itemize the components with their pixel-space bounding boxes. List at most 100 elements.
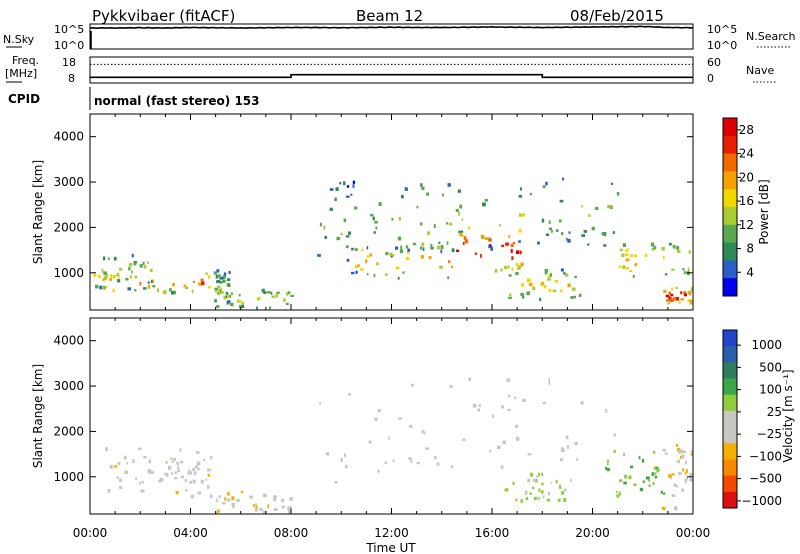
- velocity-cell: [436, 462, 440, 466]
- velocity-cell: [240, 490, 244, 494]
- velocity-cell: [525, 497, 529, 500]
- velocity-panel: 1000 2000 3000 4000 Slant Range [km] 1000 50…: [31, 317, 795, 515]
- nsearch-label: N.Search: [746, 30, 796, 43]
- power-cell: [516, 250, 520, 254]
- power-cell: [139, 282, 142, 286]
- velocity-cell: [516, 436, 520, 441]
- velocity-cell: [132, 459, 135, 464]
- velocity-cell: [561, 447, 564, 450]
- velocity-cell: [255, 505, 258, 509]
- velocity-cell: [662, 448, 667, 452]
- velocity-cell: [281, 505, 285, 509]
- velocity-cell: [176, 467, 180, 470]
- velocity-cell: [207, 468, 211, 472]
- velocity-cell: [273, 508, 278, 511]
- velocity-cell: [642, 480, 645, 484]
- power-cell: [427, 231, 431, 235]
- velocity-cell: [184, 479, 187, 483]
- power-cell: [668, 242, 672, 246]
- power-cell: [231, 292, 233, 295]
- velocity-cell: [140, 489, 144, 493]
- velocity-cell: [555, 479, 558, 484]
- power-cell: [462, 241, 465, 246]
- power-cell: [480, 253, 482, 258]
- power-cell: [366, 255, 370, 258]
- power-cell: [665, 299, 669, 302]
- velocity-cell: [164, 472, 167, 476]
- x-tick-label: 12:00: [374, 526, 409, 540]
- velocity-cell: [262, 510, 266, 514]
- velocity-cell: [566, 445, 569, 449]
- power-cell: [261, 288, 265, 293]
- y-tick-label: 3000: [53, 175, 84, 189]
- velocity-cell: [180, 460, 184, 464]
- power-cell: [676, 245, 680, 250]
- velocity-cell: [254, 503, 258, 507]
- power-cell: [112, 275, 116, 279]
- power-cell: [545, 181, 548, 186]
- power-cell: [671, 268, 675, 271]
- velocity-cell: [651, 472, 655, 476]
- power-cell: [407, 248, 411, 252]
- power-axes: 1000 2000 3000 4000: [53, 114, 694, 310]
- velocity-cell: [618, 491, 621, 496]
- velocity-cell: [124, 470, 128, 475]
- nsky-panel: N.Sky 10^5 10^0 10^5 10^0 N.Search: [3, 23, 796, 52]
- velocity-cell: [118, 486, 123, 489]
- velocity-cell: [541, 472, 544, 476]
- power-cell: [484, 199, 488, 202]
- colorbar-tick-label: 28: [739, 123, 754, 137]
- power-cell: [621, 253, 625, 257]
- power-cell: [519, 187, 522, 191]
- power-cell: [401, 194, 404, 199]
- power-cell: [520, 262, 524, 267]
- velocity-cell: [116, 476, 119, 479]
- power-cell: [335, 187, 339, 191]
- power-cell: [460, 230, 464, 233]
- power-cell: [548, 220, 551, 225]
- power-cell: [400, 245, 403, 250]
- power-cell: [467, 226, 471, 230]
- velocity-cell: [218, 509, 221, 512]
- x-tick-label: 00:00: [676, 526, 711, 540]
- power-cell: [571, 287, 576, 291]
- velocity-cell: [561, 448, 565, 453]
- power-cell: [198, 282, 202, 286]
- velocity-cell: [624, 474, 627, 479]
- power-cell: [489, 244, 491, 247]
- velocity-cell: [684, 472, 687, 475]
- power-cell: [239, 300, 242, 303]
- power-cell: [276, 291, 280, 294]
- power-cell: [551, 229, 553, 233]
- power-cell: [217, 292, 219, 295]
- power-cell: [565, 273, 569, 277]
- power-cell: [217, 285, 221, 288]
- power-cell: [128, 267, 131, 271]
- power-cell: [686, 271, 690, 276]
- velocity-cell: [671, 494, 676, 497]
- power-cell: [391, 218, 394, 221]
- velocity-cell: [654, 472, 657, 475]
- power-cell: [682, 267, 685, 271]
- power-cell: [562, 177, 565, 181]
- power-cell: [102, 286, 105, 290]
- velocity-cell: [196, 461, 201, 466]
- velocity-cell: [174, 476, 178, 480]
- power-cell: [351, 271, 355, 275]
- power-cell: [223, 272, 227, 275]
- power-colorbar-label: Power [dB]: [757, 179, 771, 244]
- power-cell: [127, 287, 132, 291]
- cpid-label: CPID: [8, 92, 40, 106]
- velocity-cell: [123, 455, 127, 460]
- power-cell: [323, 225, 326, 230]
- power-cell: [683, 291, 687, 294]
- power-cell: [463, 236, 467, 240]
- power-cell: [591, 226, 595, 231]
- velocity-cell: [678, 472, 682, 475]
- power-cell: [442, 193, 444, 197]
- velocity-cell: [533, 478, 536, 482]
- velocity-cell: [690, 453, 693, 456]
- power-cell: [488, 238, 492, 242]
- velocity-cell: [534, 479, 538, 483]
- velocity-cell: [648, 479, 651, 482]
